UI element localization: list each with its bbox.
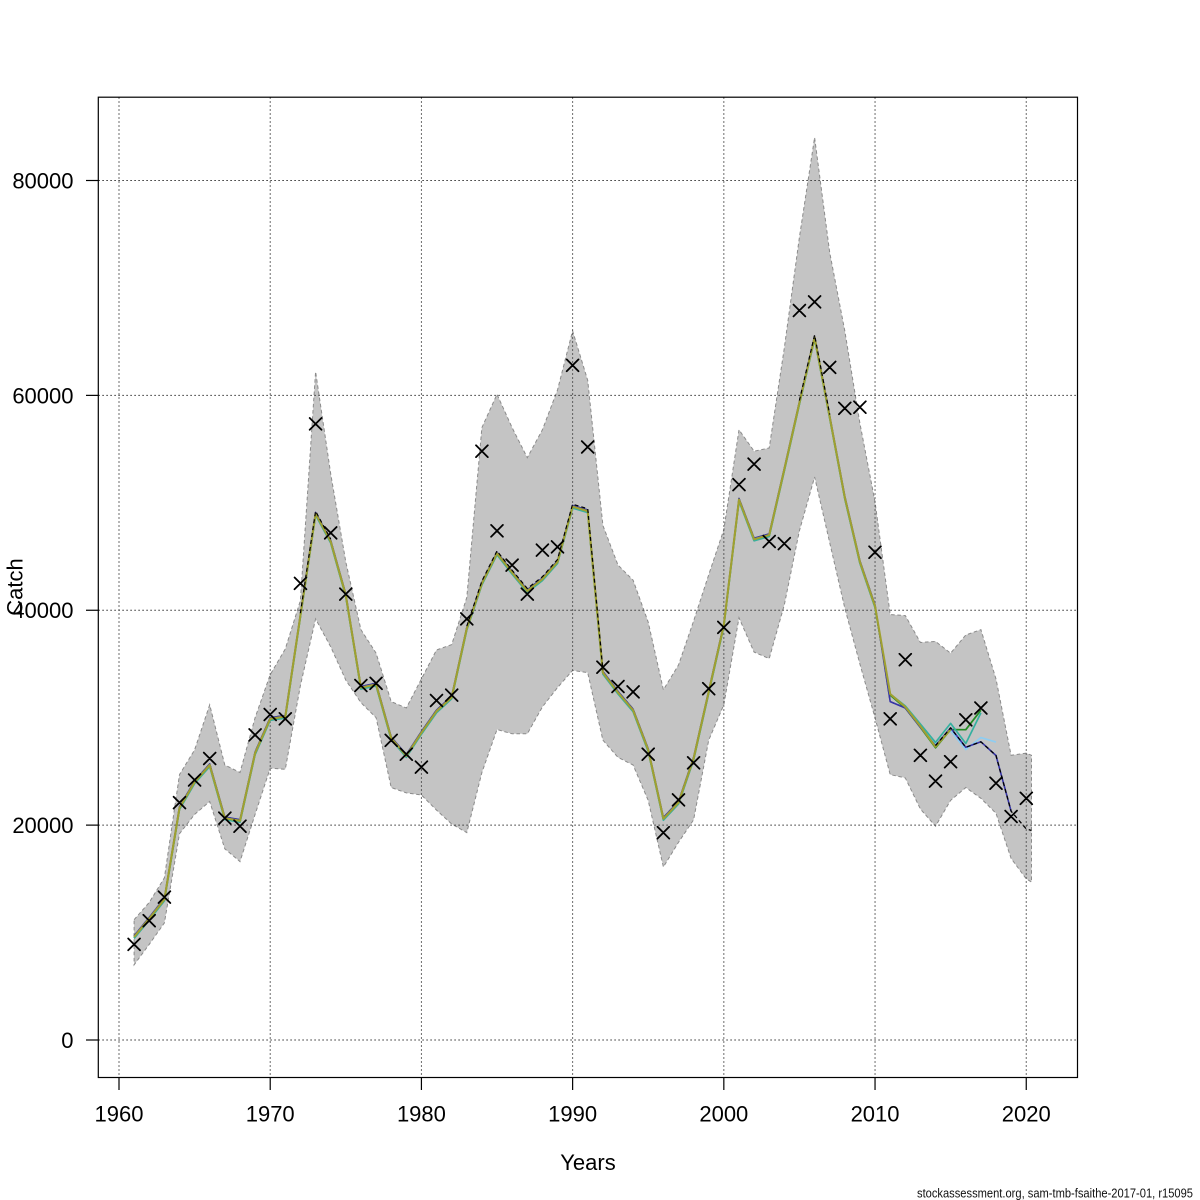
svg-text:1990: 1990 (548, 1102, 597, 1127)
svg-text:60000: 60000 (12, 383, 73, 408)
svg-text:80000: 80000 (12, 168, 73, 193)
svg-text:2020: 2020 (1002, 1102, 1051, 1127)
svg-text:0: 0 (61, 1028, 73, 1053)
svg-text:20000: 20000 (12, 813, 73, 838)
svg-text:Years: Years (560, 1150, 615, 1175)
svg-text:1970: 1970 (246, 1102, 295, 1127)
svg-text:40000: 40000 (12, 598, 73, 623)
svg-text:2010: 2010 (851, 1102, 900, 1127)
svg-text:Catch: Catch (3, 558, 28, 615)
svg-text:1960: 1960 (95, 1102, 144, 1127)
svg-text:1980: 1980 (397, 1102, 446, 1127)
svg-text:stockassessment.org, sam-tmb-f: stockassessment.org, sam-tmb-fsaithe-201… (917, 1186, 1193, 1200)
svg-text:2000: 2000 (699, 1102, 748, 1127)
